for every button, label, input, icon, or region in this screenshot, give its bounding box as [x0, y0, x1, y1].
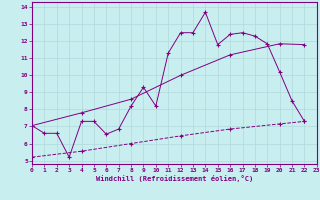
- X-axis label: Windchill (Refroidissement éolien,°C): Windchill (Refroidissement éolien,°C): [96, 175, 253, 182]
